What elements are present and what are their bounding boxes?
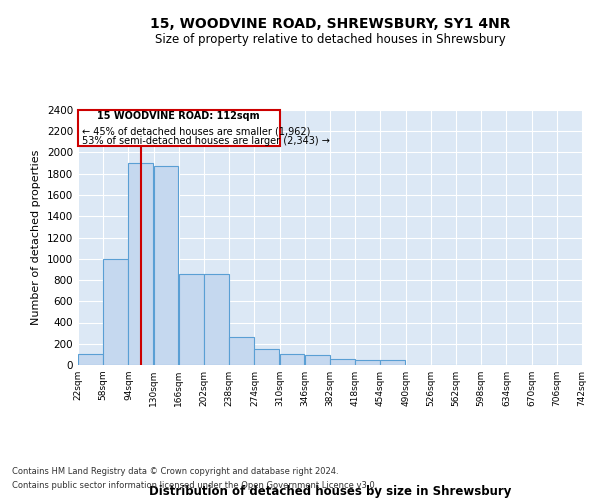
Bar bbox=[103, 259, 128, 365]
Y-axis label: Number of detached properties: Number of detached properties bbox=[31, 150, 41, 325]
Bar bbox=[380, 360, 405, 365]
Bar bbox=[280, 354, 304, 365]
Bar bbox=[78, 110, 280, 146]
Text: Contains HM Land Registry data © Crown copyright and database right 2024.: Contains HM Land Registry data © Crown c… bbox=[12, 467, 338, 476]
Text: 15, WOODVINE ROAD, SHREWSBURY, SY1 4NR: 15, WOODVINE ROAD, SHREWSBURY, SY1 4NR bbox=[150, 18, 510, 32]
Bar bbox=[154, 166, 178, 365]
Bar bbox=[128, 163, 153, 365]
Text: 15 WOODVINE ROAD: 112sqm: 15 WOODVINE ROAD: 112sqm bbox=[97, 110, 260, 120]
Bar bbox=[179, 274, 203, 365]
Bar bbox=[78, 354, 103, 365]
Text: Distribution of detached houses by size in Shrewsbury: Distribution of detached houses by size … bbox=[149, 484, 511, 498]
Bar bbox=[305, 355, 329, 365]
Text: Contains public sector information licensed under the Open Government Licence v3: Contains public sector information licen… bbox=[12, 481, 377, 490]
Text: ← 45% of detached houses are smaller (1,962): ← 45% of detached houses are smaller (1,… bbox=[82, 126, 310, 136]
Text: Size of property relative to detached houses in Shrewsbury: Size of property relative to detached ho… bbox=[155, 32, 505, 46]
Text: 53% of semi-detached houses are larger (2,343) →: 53% of semi-detached houses are larger (… bbox=[82, 136, 329, 146]
Bar bbox=[229, 338, 254, 365]
Bar bbox=[254, 349, 279, 365]
Bar bbox=[204, 274, 229, 365]
Bar bbox=[330, 359, 355, 365]
Bar bbox=[355, 360, 380, 365]
